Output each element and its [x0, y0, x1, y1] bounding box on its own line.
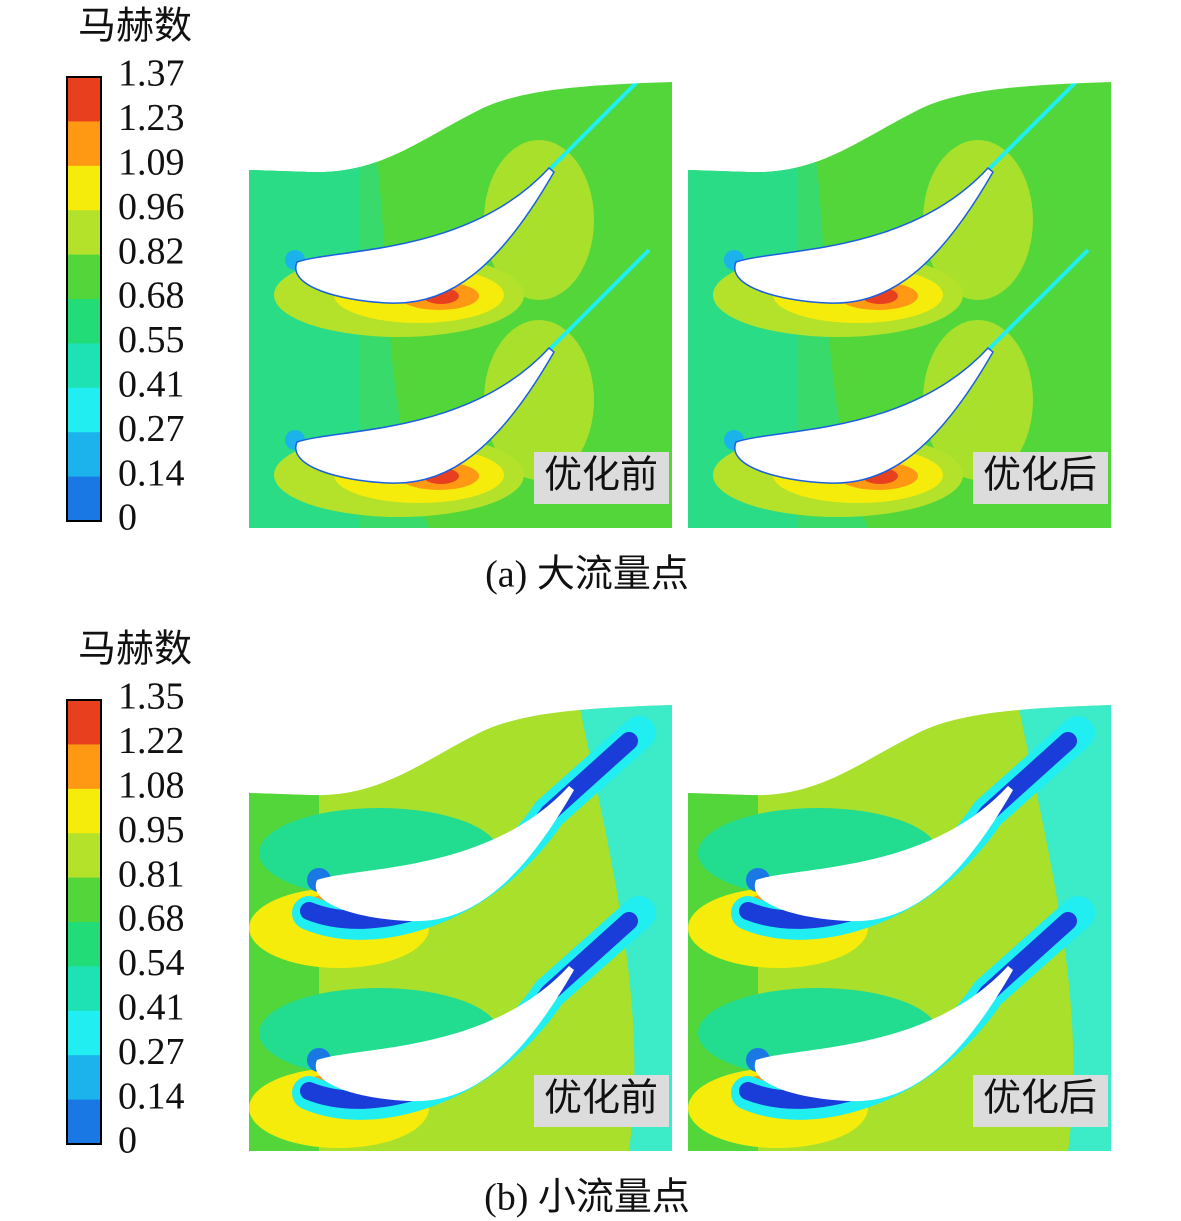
colorbar-band: [67, 121, 101, 167]
colorbar-tick-label: 0: [118, 497, 137, 539]
colorbar-band: [67, 700, 101, 745]
colorbar-tick-label: 0.27: [118, 408, 185, 450]
colorbar-band: [67, 77, 101, 122]
colorbar-tick-label: 0.41: [118, 364, 185, 406]
colorbar-tick-label: 1.09: [118, 142, 185, 184]
blade-passage: [274, 248, 651, 517]
wake: [986, 248, 1090, 352]
blade: [315, 786, 574, 922]
legend-title: 马赫数: [78, 6, 192, 48]
colorbar-tick-label: 0.55: [118, 319, 185, 361]
colorbar-tick-label: 1.23: [118, 97, 185, 139]
plot-label: 优化后: [983, 1078, 1097, 1120]
wake: [547, 82, 651, 172]
label-box: [973, 1075, 1108, 1127]
blade-passage: [713, 82, 1090, 337]
blade: [315, 966, 574, 1102]
colorbar-band: [67, 788, 101, 834]
colorbar-tick-label: 0: [118, 1120, 137, 1162]
colorbar-band: [67, 877, 101, 923]
label-box: [534, 452, 669, 504]
colorbar-band: [67, 1010, 101, 1056]
colorbar-band: [67, 744, 101, 790]
colorbar-tick-label: 0.96: [118, 186, 185, 228]
colorbar-band: [67, 1055, 101, 1101]
colorbar-band: [67, 833, 101, 879]
colorbar-tick-label: 1.35: [118, 676, 185, 718]
blade: [295, 166, 555, 304]
colorbar-band: [67, 476, 101, 522]
colorbar-band: [67, 1099, 101, 1145]
colorbar-tick-label: 0.41: [118, 987, 185, 1029]
blade-passage: [713, 248, 1090, 517]
colorbar-band: [67, 210, 101, 256]
colorbar-tick-label: 1.37: [118, 53, 185, 95]
colorbar-band: [67, 254, 101, 300]
colorbar-tick-label: 0.68: [118, 898, 185, 940]
colorbar-tick-label: 0.82: [118, 230, 185, 272]
blade-passage: [249, 896, 656, 1148]
colorbar-band: [67, 966, 101, 1012]
label-box: [534, 1075, 669, 1127]
contour-plot: [688, 705, 1111, 1151]
colorbar-tick-label: 1.22: [118, 720, 185, 762]
wake: [986, 82, 1090, 172]
colorbar-tick-label: 0.68: [118, 275, 185, 317]
plot-label: 优化后: [983, 455, 1097, 497]
blade: [734, 166, 994, 304]
blade: [295, 346, 555, 484]
label-box: [973, 452, 1108, 504]
colorbar-tick-label: 1.08: [118, 765, 185, 807]
caption: (a) 大流量点: [485, 554, 689, 596]
region: [484, 140, 594, 300]
legend-title: 马赫数: [78, 629, 192, 671]
colorbar-tick-label: 0.95: [118, 809, 185, 851]
blade-passage: [249, 716, 656, 968]
contour-plot: [249, 82, 672, 528]
colorbar-frame: [66, 76, 102, 522]
colorbar-tick-label: 0.54: [118, 942, 185, 984]
region: [923, 140, 1033, 300]
colorbar-tick-label: 0.14: [118, 1075, 185, 1117]
blade: [734, 346, 994, 484]
blade-passage: [688, 896, 1095, 1148]
colorbar-band: [67, 299, 101, 344]
blade-passage: [688, 716, 1095, 968]
colorbar-frame: [66, 699, 102, 1145]
colorbar-band: [67, 432, 101, 478]
caption: (b) 小流量点: [484, 1177, 690, 1219]
colorbar-tick-label: 0.27: [118, 1031, 185, 1073]
colorbar-band: [67, 343, 101, 389]
colorbar-tick-label: 0.81: [118, 853, 185, 895]
colorbar-band: [67, 387, 101, 433]
region: [923, 320, 1033, 480]
wake: [547, 248, 651, 352]
blade: [754, 786, 1013, 922]
colorbar-tick-label: 0.14: [118, 452, 185, 494]
plot-label: 优化前: [544, 1078, 658, 1120]
blade: [754, 966, 1013, 1102]
colorbar-band: [67, 922, 101, 967]
blade-passage: [274, 82, 651, 337]
region: [484, 320, 594, 480]
plot-label: 优化前: [544, 455, 658, 497]
colorbar-band: [67, 165, 101, 211]
